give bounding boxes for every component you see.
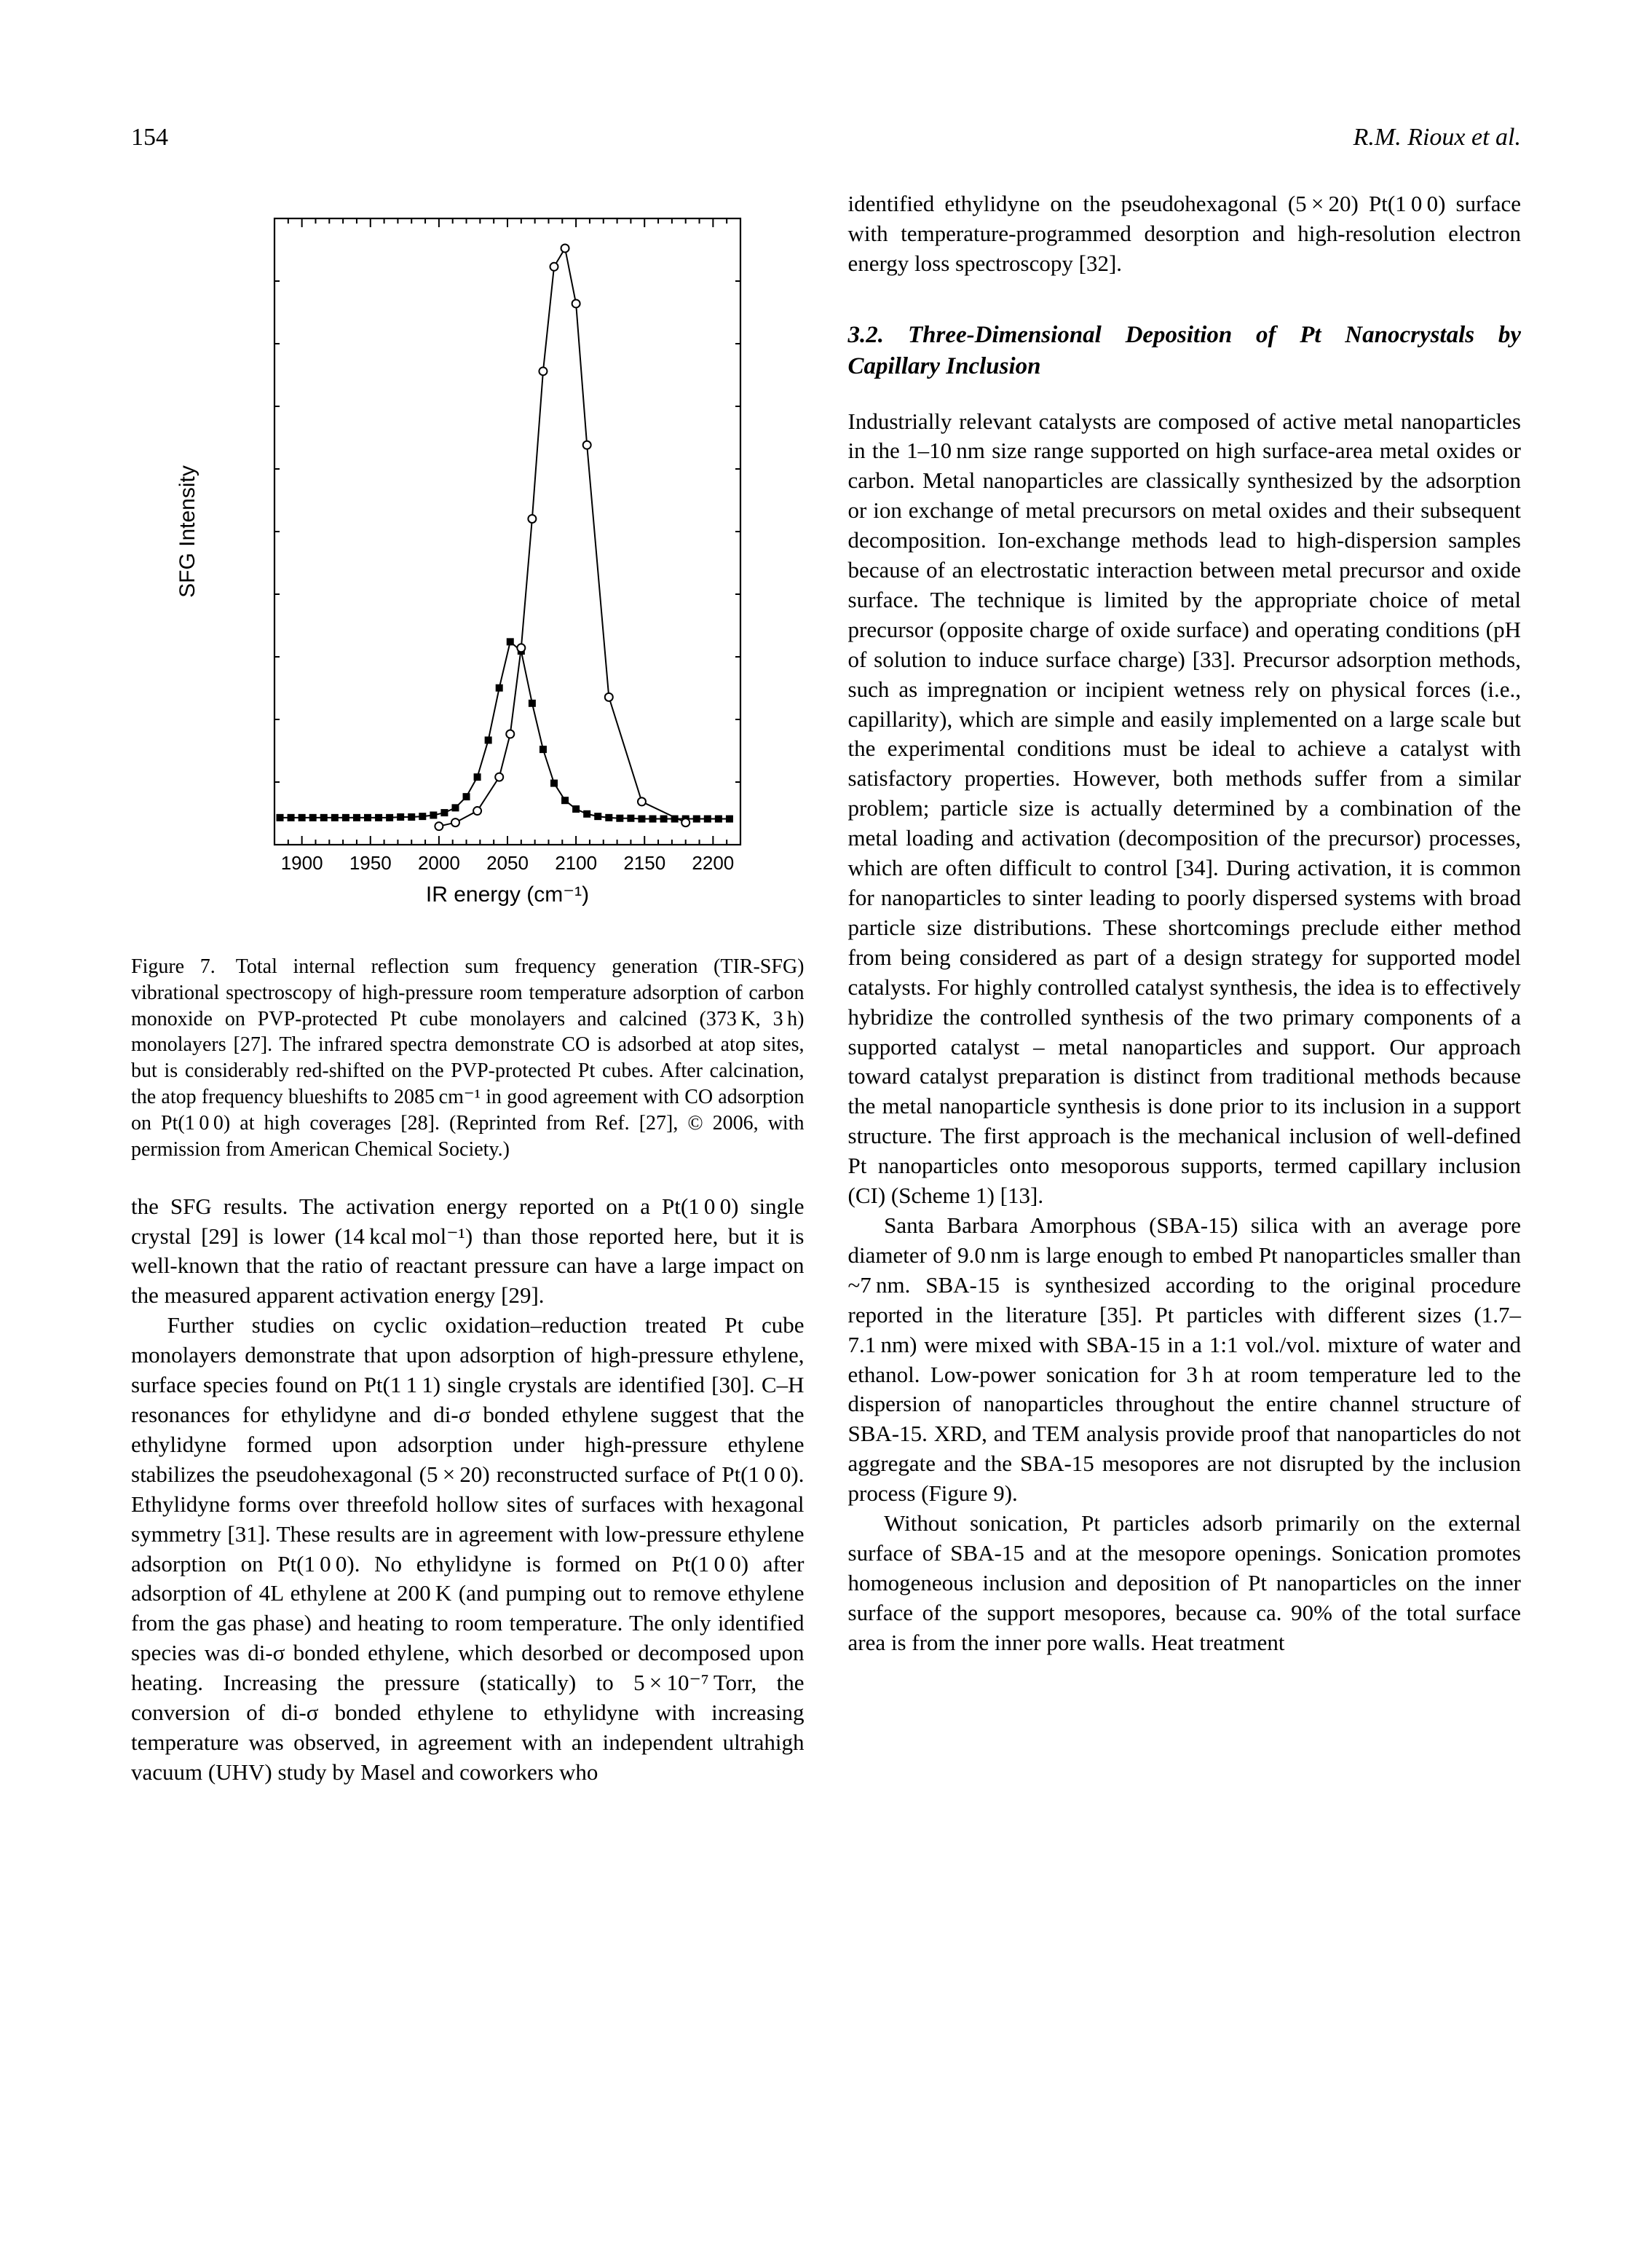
right-column: identified ethylidyne on the pseudohexag… xyxy=(848,189,1522,2166)
figure-7: 1900 1950 2000 2050 2100 2150 2200 IR energy (c… xyxy=(131,189,805,932)
page: 154 R.M. Rioux et al. 1900 1950 2000 2050 21… xyxy=(0,0,1652,2253)
svg-text:2150: 2150 xyxy=(624,852,666,874)
svg-text:2050: 2050 xyxy=(486,852,529,874)
section-3-2-heading: 3.2. Three-Dimensional Deposition of Pt … xyxy=(848,320,1522,382)
svg-text:2200: 2200 xyxy=(692,852,735,874)
left-paragraph-2: Further studies on cyclic oxidation–redu… xyxy=(131,1311,805,1788)
right-paragraph-2: Santa Barbara Amorphous (SBA-15) silica … xyxy=(848,1211,1522,1509)
page-number: 154 xyxy=(131,124,168,151)
svg-text:IR energy (cm⁻¹): IR energy (cm⁻¹) xyxy=(426,883,589,907)
svg-text:SFG Intensity: SFG Intensity xyxy=(175,465,199,598)
right-paragraph-3: Without sonication, Pt particles adsorb … xyxy=(848,1509,1522,1658)
figure-7-chart: 1900 1950 2000 2050 2100 2150 2200 IR energy (c… xyxy=(151,189,784,932)
svg-text:1950: 1950 xyxy=(349,852,392,874)
two-column-layout: 1900 1950 2000 2050 2100 2150 2200 IR energy (c… xyxy=(131,189,1521,2166)
left-paragraph-1: the SFG results. The activation energy r… xyxy=(131,1192,805,1311)
figure-7-caption: Figure 7. Total internal reflection sum … xyxy=(131,954,805,1163)
left-column: 1900 1950 2000 2050 2100 2150 2200 IR energy (c… xyxy=(131,189,805,2166)
svg-text:1900: 1900 xyxy=(281,852,323,874)
running-author: R.M. Rioux et al. xyxy=(1353,124,1521,151)
right-paragraph-0: identified ethylidyne on the pseudohexag… xyxy=(848,189,1522,279)
svg-text:2000: 2000 xyxy=(418,852,460,874)
running-head: 154 R.M. Rioux et al. xyxy=(131,124,1521,151)
svg-text:2100: 2100 xyxy=(555,852,597,874)
right-paragraph-1: Industrially relevant catalysts are comp… xyxy=(848,407,1522,1211)
